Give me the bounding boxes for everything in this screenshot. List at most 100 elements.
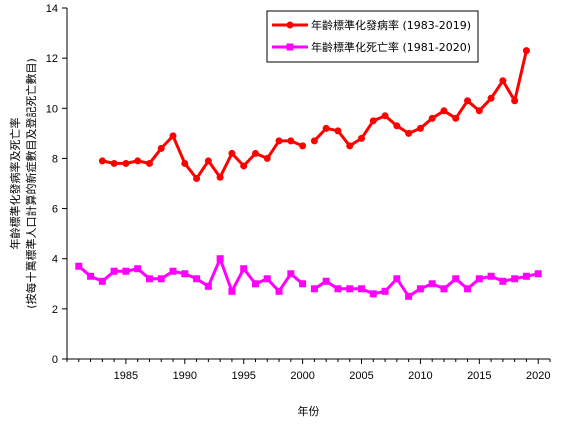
data-point-incidence [228,149,236,157]
x-tick-label: 2000 [290,370,314,382]
x-tick-label: 1985 [114,370,138,382]
data-point-mortality [346,285,354,293]
data-point-incidence [275,137,283,145]
data-point-mortality [511,275,519,283]
data-point-mortality [98,277,106,285]
data-point-incidence [499,77,507,85]
data-point-mortality [122,267,130,275]
data-point-mortality [75,262,83,270]
data-point-incidence [475,107,483,115]
data-point-mortality [134,265,142,273]
y-tick-label: 2 [52,304,58,316]
data-point-incidence [263,154,271,162]
series-line-mortality [313,272,539,298]
data-point-incidence [464,97,472,105]
x-axis-title: 年份 [298,404,320,418]
data-point-incidence [416,124,424,132]
y-tick-label: 12 [46,53,58,65]
data-point-mortality [204,282,212,290]
data-point-mortality [487,272,495,280]
data-point-incidence [369,117,377,125]
y-axis-title-line-1: 年齡標準化發病率及死亡率 [8,118,22,250]
data-point-mortality [287,270,295,278]
x-tick-label: 1995 [231,370,255,382]
data-point-mortality [534,270,542,278]
x-tick-label: 2015 [467,370,491,382]
data-point-incidence [358,134,366,142]
data-point-incidence [122,159,130,167]
data-point-incidence [110,159,118,167]
data-point-mortality [358,285,366,293]
x-tick-label: 2005 [349,370,373,382]
data-point-mortality [216,255,224,263]
data-point-mortality [475,275,483,283]
data-point-mortality [322,277,330,285]
series-layer [75,47,542,300]
data-point-incidence [440,107,448,115]
data-point-incidence [299,142,307,150]
x-tick-label: 1990 [173,370,197,382]
data-point-mortality [416,285,424,293]
data-point-mortality [499,277,507,285]
data-point-mortality [87,272,95,280]
data-point-mortality [251,280,259,288]
series-line-mortality [77,257,304,293]
legend: 年齡標準化發病率 (1983-2019) 年齡標準化死亡率 (1981-2020… [266,10,479,63]
data-point-incidence [310,137,318,145]
data-point-mortality [369,290,377,298]
data-point-mortality [275,287,283,295]
data-point-mortality [157,275,165,283]
data-point-mortality [193,275,201,283]
data-point-mortality [428,280,436,288]
data-point-incidence [169,132,177,140]
x-tick-label: 2020 [526,370,550,382]
data-point-incidence [452,114,460,122]
data-point-mortality [405,292,413,300]
data-point-mortality [145,275,153,283]
y-tick-label: 6 [52,204,58,216]
y-tick-label: 14 [46,3,58,15]
y-axis-title: 年齡標準化發病率及死亡率 (按每十萬標準人口計算的新症數目及登記死亡數目) [8,58,38,309]
data-point-incidence [240,162,248,170]
data-point-incidence [216,173,224,181]
data-point-mortality [181,270,189,278]
data-point-incidence [522,47,530,55]
data-point-mortality [334,285,342,293]
data-point-incidence [287,137,295,145]
data-point-mortality [169,267,177,275]
legend-marker-incidence [286,21,294,29]
data-point-mortality [452,275,460,283]
data-point-incidence [487,94,495,102]
legend-label-mortality: 年齡標準化死亡率 (1981-2020) [311,40,471,54]
data-point-incidence [381,112,389,120]
data-point-mortality [522,272,530,280]
x-tick-label: 2010 [408,370,432,382]
data-point-incidence [346,142,354,150]
y-tick-label: 10 [46,103,58,115]
data-point-mortality [393,275,401,283]
data-point-incidence [181,159,189,167]
data-point-mortality [381,287,389,295]
data-point-incidence [393,122,401,130]
data-point-incidence [428,114,436,122]
data-point-incidence [251,149,259,157]
y-tick-label: 4 [52,254,58,266]
data-point-incidence [98,157,106,165]
data-point-incidence [405,129,413,137]
data-point-mortality [464,285,472,293]
y-axis-title-line-2: (按每十萬標準人口計算的新症數目及登記死亡數目) [24,58,38,309]
data-point-mortality [299,280,307,288]
data-point-incidence [204,157,212,165]
data-point-mortality [440,285,448,293]
y-tick-label: 0 [52,354,58,366]
data-point-mortality [240,265,248,273]
legend-box [266,10,479,63]
series-line-incidence [101,134,304,180]
data-point-incidence [511,97,519,105]
y-tick-label: 8 [52,153,58,165]
legend-label-incidence: 年齡標準化發病率 (1983-2019) [311,18,471,32]
data-point-mortality [310,285,318,293]
axes-layer: 0 2 4 6 8 10 12 14 1985 1990 1995 2000 2005 2010 2015 2… [46,3,551,382]
data-point-mortality [228,287,236,295]
